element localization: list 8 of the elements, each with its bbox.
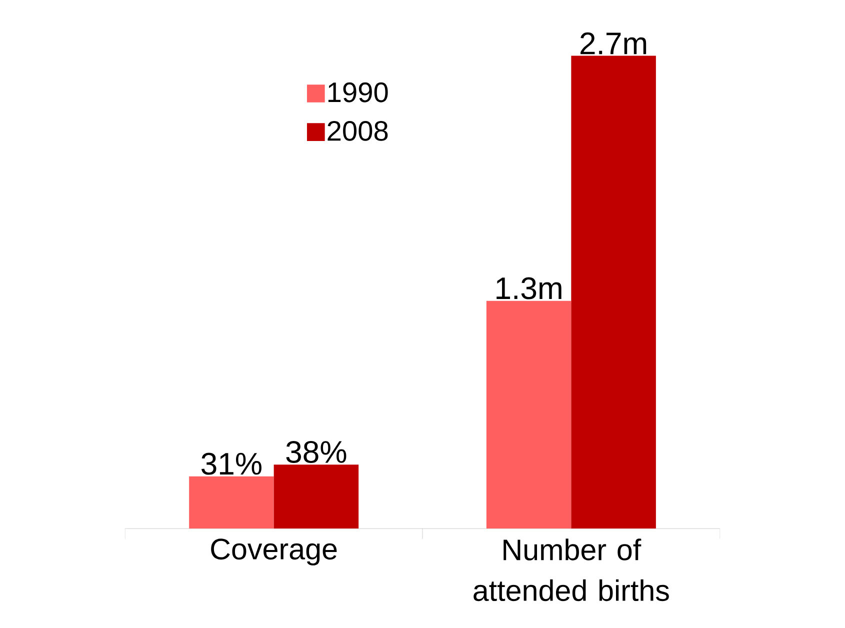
legend-label: 2008 <box>328 120 388 141</box>
data-label: 1.3m <box>496 277 562 300</box>
x-tick-label: Number of attended births <box>474 538 669 602</box>
x-tick-label: Coverage <box>211 538 337 566</box>
legend-label: 1990 <box>328 82 388 102</box>
data-label: 31% <box>202 452 262 475</box>
data-label: 2.7m <box>580 32 646 54</box>
data-label: 38% <box>286 440 346 463</box>
